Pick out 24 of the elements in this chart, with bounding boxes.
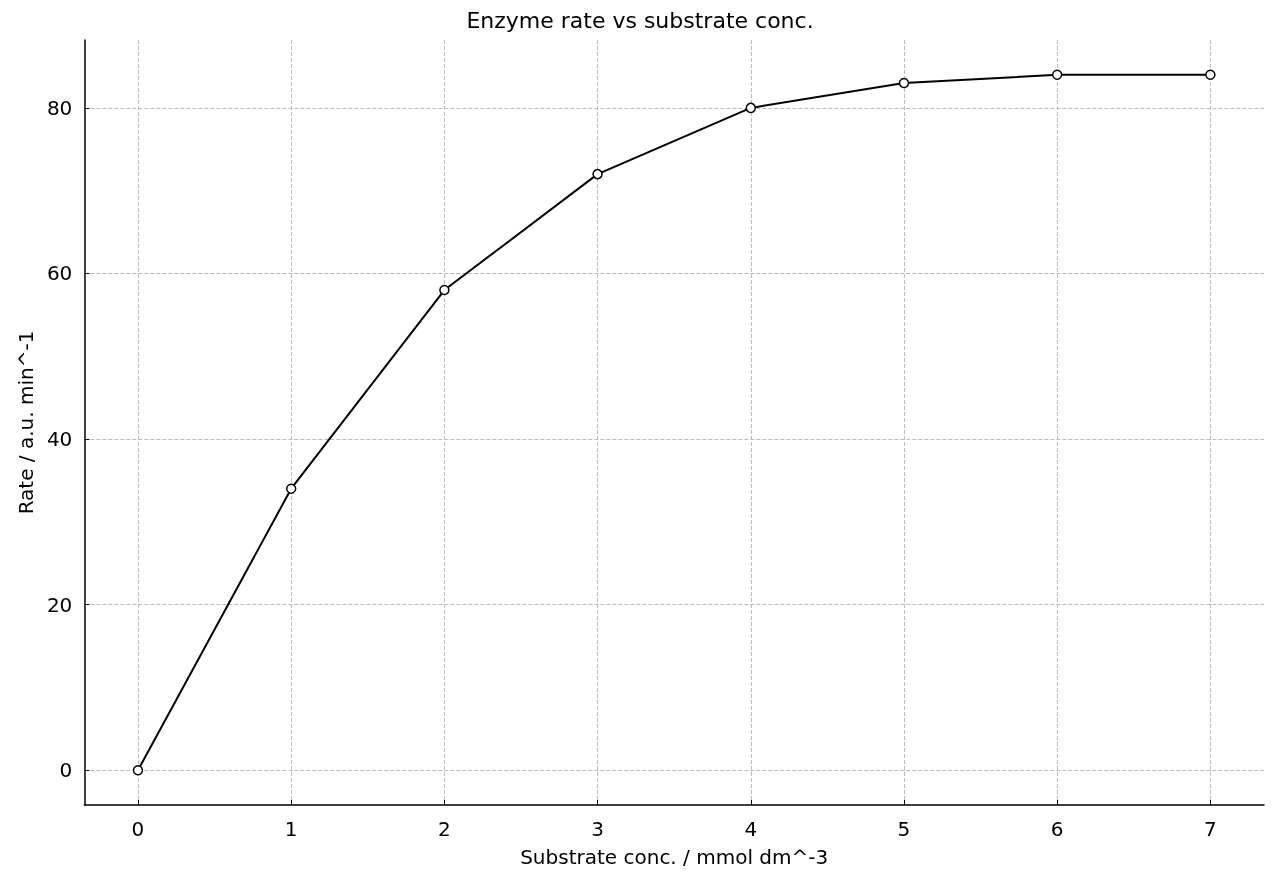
y-tick-label: 40 [46,427,73,452]
point [285,483,297,494]
chart-title: Enzyme rate vs substrate conc. [466,7,814,33]
x-tick-label: 5 [897,817,911,841]
x-tick-label: 4 [744,817,758,841]
point [132,764,144,776]
point [745,102,757,114]
x-tick-label: 7 [1204,817,1217,841]
point [439,284,450,296]
x-tick-label: 2 [438,817,451,841]
point [898,77,910,89]
x-tick-label: 1 [284,817,298,841]
y-axis-title: Rate / a.u. min^-1 [14,330,38,515]
point [592,168,603,180]
y-tick-label: 0 [59,758,73,783]
y-tick-label: 60 [46,261,73,286]
y-tick-label: 80 [46,95,73,120]
x-tick-label: 3 [591,817,604,841]
x-tick-label: 6 [1050,817,1064,841]
point [1205,69,1216,81]
y-tick-label: 20 [46,592,73,617]
point [1051,69,1063,81]
x-axis-title: Substrate conc. / mmol dm^-3 [520,845,829,869]
x-tick-label: 0 [131,817,145,841]
